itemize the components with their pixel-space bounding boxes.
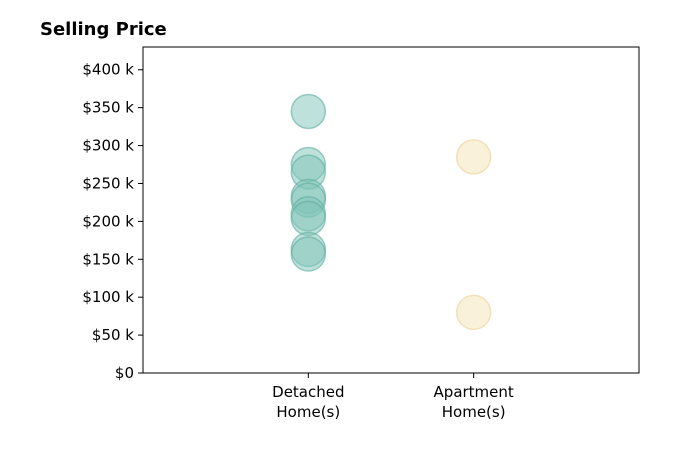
data-point (290, 93, 327, 130)
y-tick-label: $250 k (82, 174, 134, 192)
plot-points (290, 93, 492, 331)
y-tick-label: $200 k (82, 212, 134, 230)
y-tick-label: $350 k (82, 99, 134, 117)
plot-area-frame (142, 46, 640, 374)
data-point (290, 236, 327, 272)
chart-title: Selling Price (40, 19, 167, 40)
data-point (455, 294, 492, 331)
x-tick-label: Detached Home(s) (272, 383, 344, 421)
data-point (290, 200, 327, 237)
y-tick-label: $100 k (82, 288, 134, 306)
y-tick-label: $50 k (92, 326, 134, 344)
x-tick-label: Apartment Home(s) (434, 383, 514, 421)
y-tick-label: $150 k (82, 250, 134, 268)
x-axis: Detached Home(s) Apartment Home(s) (272, 373, 514, 421)
y-tick-label: $400 k (82, 61, 134, 79)
y-axis: $0 $50 k $100 k $150 k $200 k $250 k $300 k $35… (82, 61, 143, 382)
y-tick-label: $0 (115, 364, 134, 382)
data-point (455, 139, 492, 175)
y-tick-label: $300 k (82, 137, 134, 155)
